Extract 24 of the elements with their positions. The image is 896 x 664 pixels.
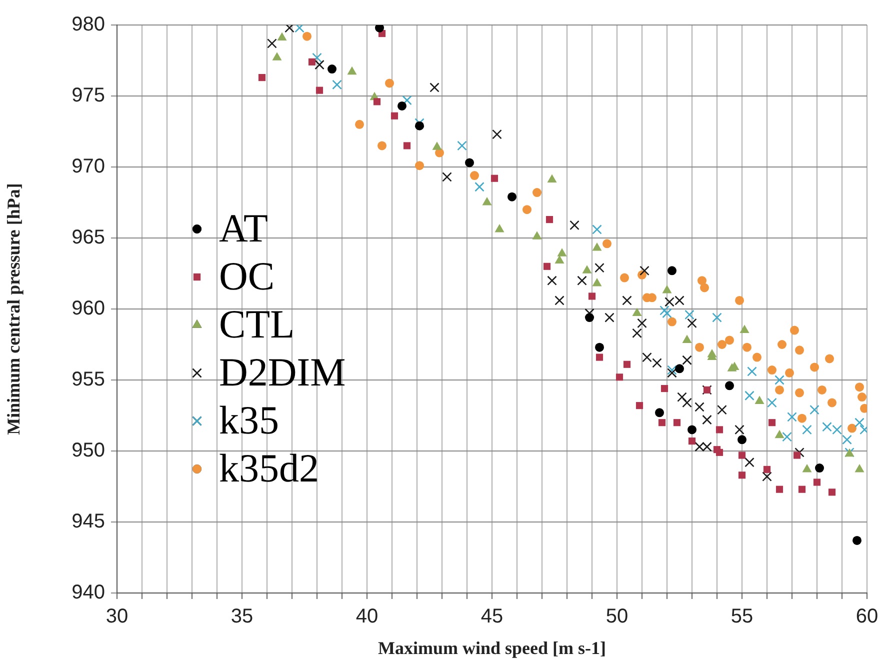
y-tick-label: 980 xyxy=(72,14,105,36)
y-tick-label: 940 xyxy=(72,582,105,604)
y-tick-label: 965 xyxy=(72,226,105,249)
y-tick-label: 960 xyxy=(72,298,105,320)
legend-label: k35d2 xyxy=(219,446,319,490)
x-tick-label: 55 xyxy=(730,606,754,628)
legend-label: CTL xyxy=(219,302,295,346)
y-tick-label: 945 xyxy=(72,510,105,533)
legend-label: OC xyxy=(219,254,275,298)
x-axis-title: Maximum wind speed [m s-1] xyxy=(378,638,606,658)
legend-label: AT xyxy=(219,206,268,250)
y-tick-label: 975 xyxy=(72,84,105,107)
x-tick-label: 30 xyxy=(106,606,128,628)
y-tick-label: 950 xyxy=(72,440,105,462)
y-tick-label: 970 xyxy=(72,156,105,178)
x-tick-label: 40 xyxy=(356,606,378,628)
legend-label: D2DIM xyxy=(219,350,346,394)
x-tick-label: 60 xyxy=(856,606,878,628)
x-tick-label: 45 xyxy=(480,606,504,628)
y-tick-label: 955 xyxy=(72,368,105,391)
x-tick-label: 35 xyxy=(230,606,254,628)
y-axis-title: Minimum central pressure [hPa] xyxy=(3,183,24,435)
legend-label: k35 xyxy=(219,398,279,442)
x-tick-label: 50 xyxy=(606,606,628,628)
